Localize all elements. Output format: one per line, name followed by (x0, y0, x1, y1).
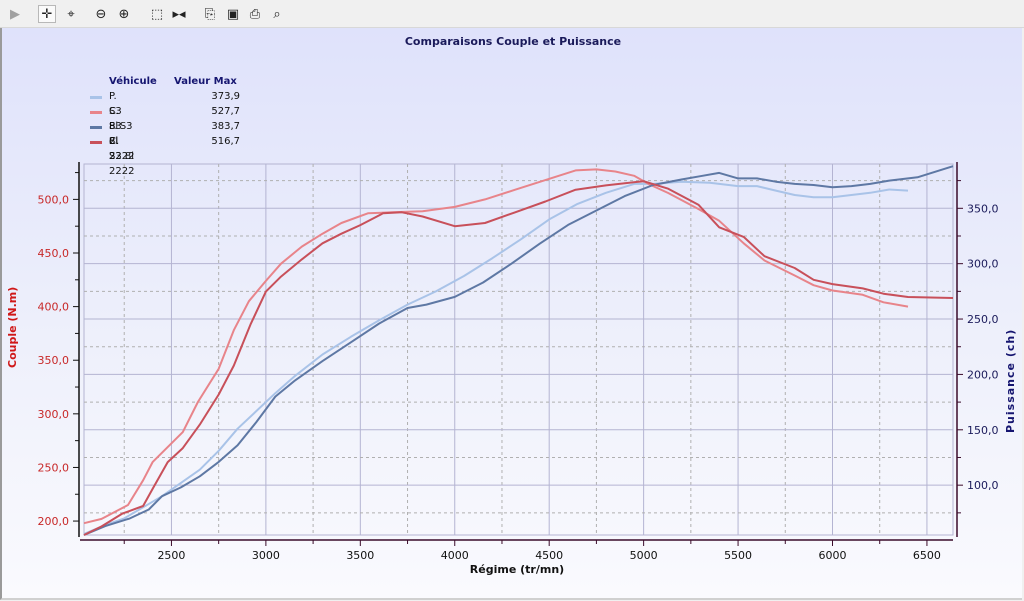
legend-series-max: 373,9 (211, 91, 240, 102)
legend-series-name: P. S3 8l 2 (109, 91, 122, 147)
legend-swatch (90, 126, 102, 129)
x-tick-label: 2500 (157, 549, 185, 562)
plot-area[interactable]: 200,0 250,0 300,0 350,0 400,0 450,0 500,0 100,0… (2, 28, 1022, 600)
x-tick-label: 5000 (630, 549, 658, 562)
save-button[interactable]: ▣ (224, 5, 242, 23)
chart-toolbar: ▶ ✛ ⌖ ⊖ ⊕ ⬚ ▸◂ ⎘ ▣ ⎙ ⌕ (0, 0, 1024, 28)
print-preview-icon: ⌕ (273, 6, 281, 22)
legend-swatch (90, 96, 102, 99)
series-line[interactable] (83, 180, 954, 536)
legend-header-vehicle: Véhicule (109, 76, 157, 87)
fit-width-icon: ▸◂ (172, 6, 186, 22)
legend-series-name: P. S3 8l 2222 (109, 121, 135, 162)
copy-button[interactable]: ⎘ (201, 5, 219, 23)
select-rectangle-icon: ⬚ (150, 6, 164, 22)
chart-title: Comparaisons Couple et Puissance (404, 35, 622, 48)
print-preview-button[interactable]: ⌕ (268, 5, 286, 23)
legend-swatch (90, 111, 102, 114)
print-button[interactable]: ⎙ (246, 5, 264, 23)
series-line[interactable] (83, 180, 909, 535)
y2-tick-label: 250,0 (967, 313, 999, 326)
play-button[interactable]: ▶ (6, 5, 24, 23)
pan-button[interactable]: ✛ (38, 5, 56, 23)
y-tick-label: 250,0 (38, 461, 70, 474)
y2-tick-label: 200,0 (967, 368, 999, 381)
y-tick-label: 300,0 (38, 408, 70, 421)
zoom-out-icon: ⊖ (95, 6, 107, 22)
print-icon: ⎙ (249, 6, 261, 22)
x-tick-label: 6500 (913, 549, 941, 562)
x-tick-label: 4000 (441, 549, 469, 562)
legend-series-max: 383,7 (211, 121, 240, 132)
x-tick-label: 4500 (535, 549, 563, 562)
x-axis-label: Régime (tr/mn) (469, 563, 565, 576)
y-tick-label: 350,0 (38, 354, 70, 367)
x-tick-label: 3500 (346, 549, 374, 562)
y-axis-right-label: Puissance (ch) (1004, 328, 1017, 433)
legend-series-max: 516,7 (211, 136, 240, 147)
zoom-area-icon: ⌖ (67, 6, 75, 22)
fit-width-button[interactable]: ▸◂ (170, 5, 188, 23)
play-icon: ▶ (10, 6, 20, 22)
y2-tick-label: 150,0 (967, 424, 999, 437)
y-tick-label: 200,0 (38, 515, 70, 528)
y-tick-label: 500,0 (38, 193, 70, 206)
series-line[interactable] (83, 165, 954, 536)
save-icon: ▣ (226, 6, 240, 22)
legend-series-name: C. S3 8l 2222 (109, 136, 135, 177)
zoom-in-icon: ⊕ (118, 6, 130, 22)
y2-tick-label: 350,0 (967, 202, 999, 215)
legend-header-max: Valeur Max (174, 76, 237, 87)
zoom-in-button[interactable]: ⊕ (115, 5, 133, 23)
y2-tick-label: 300,0 (967, 258, 999, 271)
legend-series-name: C. S3 8l 2 (109, 106, 122, 162)
plot-border (83, 163, 954, 536)
zoom-out-button[interactable]: ⊖ (92, 5, 110, 23)
x-tick-label: 3000 (252, 549, 280, 562)
y2-tick-label: 100,0 (967, 479, 999, 492)
chart-panel: Comparaisons Couple et Puissance 200,0 25… (0, 28, 1022, 600)
x-tick-label: 6000 (818, 549, 846, 562)
series-line[interactable] (83, 168, 909, 525)
zoom-area-button[interactable]: ⌖ (62, 5, 80, 23)
y-tick-label: 450,0 (38, 247, 70, 260)
legend-series-max: 527,7 (211, 106, 240, 117)
y-tick-label: 400,0 (38, 301, 70, 314)
select-rectangle-button[interactable]: ⬚ (148, 5, 166, 23)
pan-icon: ✛ (41, 6, 53, 22)
legend-swatch (90, 141, 102, 144)
copy-icon: ⎘ (204, 6, 216, 22)
y-axis-left-label: Couple (N.m) (6, 286, 19, 368)
x-tick-label: 5500 (724, 549, 752, 562)
